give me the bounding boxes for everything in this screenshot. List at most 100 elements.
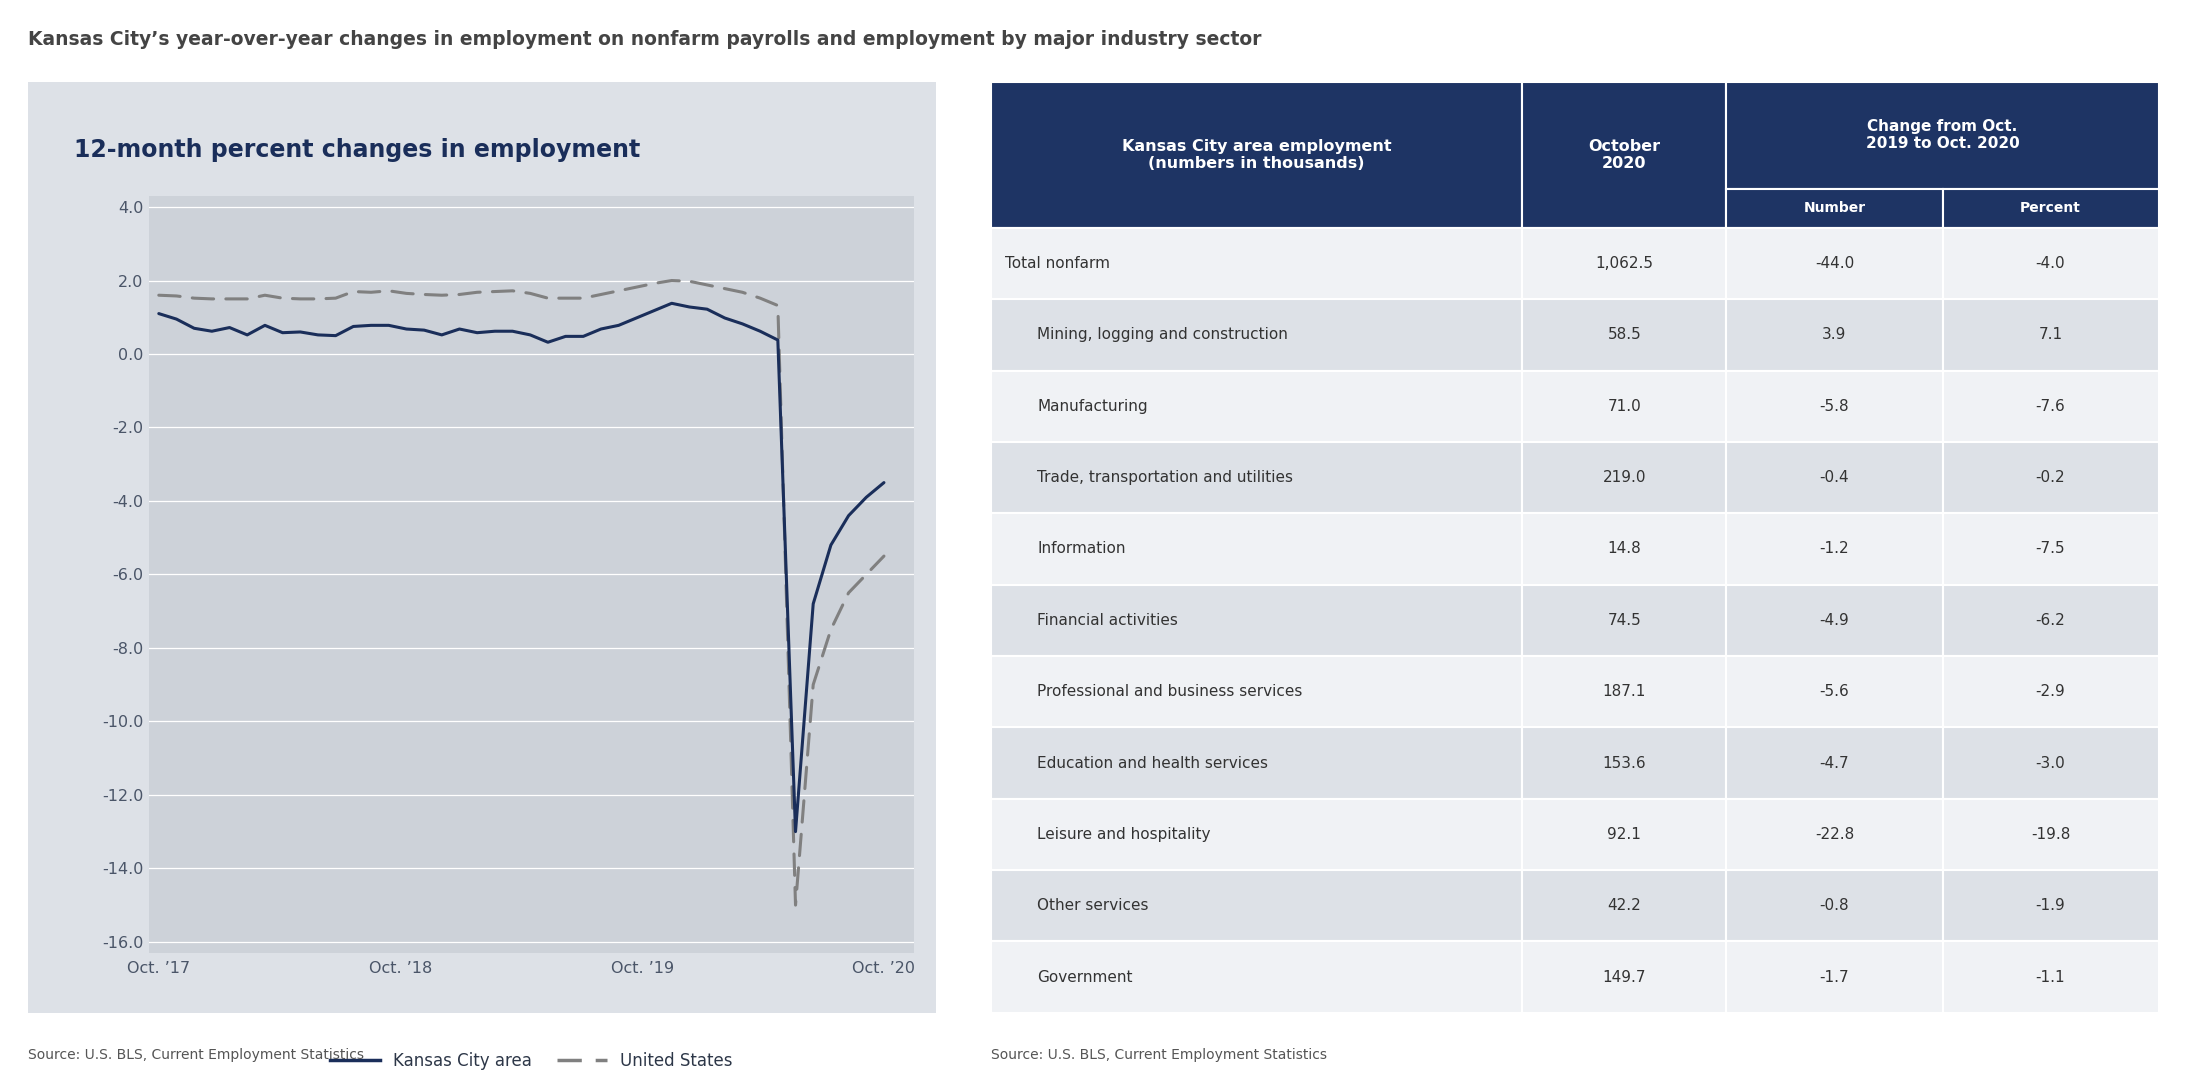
Bar	[1942, 941, 2159, 1013]
Text: -1.9: -1.9	[2036, 898, 2065, 914]
Text: 42.2: 42.2	[1607, 898, 1640, 914]
Bar	[1522, 941, 1726, 1013]
Bar	[1522, 370, 1726, 442]
Bar	[1726, 188, 1942, 228]
Bar	[1726, 585, 1942, 656]
Bar	[991, 656, 1522, 727]
Text: Government: Government	[1037, 969, 1133, 984]
Bar	[1726, 228, 1942, 299]
Bar	[1522, 299, 1726, 370]
Text: Source: U.S. BLS, Current Employment Statistics: Source: U.S. BLS, Current Employment Sta…	[991, 1048, 1328, 1062]
Text: Education and health services: Education and health services	[1037, 756, 1268, 771]
Text: 3.9: 3.9	[1822, 328, 1846, 342]
Text: Percent: Percent	[2021, 201, 2082, 216]
Text: -4.7: -4.7	[1820, 756, 1850, 771]
Bar	[1726, 727, 1942, 798]
Text: -3.0: -3.0	[2036, 756, 2065, 771]
Bar	[1522, 228, 1726, 299]
Text: 74.5: 74.5	[1607, 613, 1640, 628]
Bar	[1942, 870, 2159, 941]
Text: -4.9: -4.9	[1820, 613, 1850, 628]
Bar	[1726, 941, 1942, 1013]
Text: Kansas City area employment
(numbers in thousands): Kansas City area employment (numbers in …	[1122, 138, 1391, 171]
Bar	[1942, 513, 2159, 585]
Text: -2.9: -2.9	[2036, 684, 2065, 699]
Bar	[1942, 442, 2159, 513]
Bar	[1726, 870, 1942, 941]
Text: -7.6: -7.6	[2036, 399, 2065, 414]
Text: 153.6: 153.6	[1603, 756, 1647, 771]
Bar	[1942, 299, 2159, 370]
Bar	[1726, 299, 1942, 370]
Text: 92.1: 92.1	[1607, 827, 1640, 842]
Text: Mining, logging and construction: Mining, logging and construction	[1037, 328, 1288, 342]
Text: Number: Number	[1804, 201, 1866, 216]
Text: -6.2: -6.2	[2036, 613, 2065, 628]
Bar	[1942, 727, 2159, 798]
Bar	[1522, 870, 1726, 941]
Text: -1.1: -1.1	[2036, 969, 2065, 984]
Bar	[1522, 798, 1726, 870]
Bar	[1942, 370, 2159, 442]
Bar	[991, 228, 1522, 299]
Text: -5.6: -5.6	[1820, 684, 1850, 699]
Text: 12-month percent changes in employment: 12-month percent changes in employment	[74, 137, 641, 161]
Bar	[991, 941, 1522, 1013]
Bar	[991, 870, 1522, 941]
Text: -0.8: -0.8	[1820, 898, 1850, 914]
Text: Leisure and hospitality: Leisure and hospitality	[1037, 827, 1212, 842]
Bar	[991, 299, 1522, 370]
Text: 58.5: 58.5	[1607, 328, 1640, 342]
Legend: Kansas City area, United States: Kansas City area, United States	[324, 1045, 739, 1077]
Text: -7.5: -7.5	[2036, 541, 2065, 556]
Text: -0.4: -0.4	[1820, 470, 1850, 485]
Bar	[1522, 82, 1726, 228]
Text: Manufacturing: Manufacturing	[1037, 399, 1148, 414]
Bar	[1942, 188, 2159, 228]
Text: Financial activities: Financial activities	[1037, 613, 1179, 628]
Bar	[1522, 585, 1726, 656]
Bar	[1522, 727, 1726, 798]
Text: 187.1: 187.1	[1603, 684, 1647, 699]
Text: Professional and business services: Professional and business services	[1037, 684, 1303, 699]
Text: 149.7: 149.7	[1603, 969, 1647, 984]
Text: 7.1: 7.1	[2038, 328, 2062, 342]
Bar	[1726, 442, 1942, 513]
Bar	[1942, 656, 2159, 727]
Text: Source: U.S. BLS, Current Employment Statistics: Source: U.S. BLS, Current Employment Sta…	[28, 1048, 365, 1062]
Bar	[991, 727, 1522, 798]
Text: -44.0: -44.0	[1815, 256, 1855, 271]
Bar	[991, 82, 1522, 228]
Bar	[991, 585, 1522, 656]
Text: Trade, transportation and utilities: Trade, transportation and utilities	[1037, 470, 1293, 485]
Bar	[991, 798, 1522, 870]
Text: October
2020: October 2020	[1588, 138, 1660, 171]
Bar	[1726, 370, 1942, 442]
Bar	[991, 370, 1522, 442]
Bar	[1726, 656, 1942, 727]
Text: Total nonfarm: Total nonfarm	[1004, 256, 1109, 271]
Bar	[991, 513, 1522, 585]
Bar	[991, 442, 1522, 513]
Bar	[1522, 442, 1726, 513]
Text: Other services: Other services	[1037, 898, 1148, 914]
Bar	[1522, 513, 1726, 585]
Text: -5.8: -5.8	[1820, 399, 1850, 414]
Text: -1.2: -1.2	[1820, 541, 1850, 556]
Bar	[1942, 798, 2159, 870]
Bar	[1726, 513, 1942, 585]
Text: -19.8: -19.8	[2032, 827, 2071, 842]
Text: Kansas City’s year-over-year changes in employment on nonfarm payrolls and emplo: Kansas City’s year-over-year changes in …	[28, 30, 1262, 49]
Text: -4.0: -4.0	[2036, 256, 2065, 271]
Text: -22.8: -22.8	[1815, 827, 1855, 842]
Text: 14.8: 14.8	[1607, 541, 1640, 556]
Text: -0.2: -0.2	[2036, 470, 2065, 485]
Text: 71.0: 71.0	[1607, 399, 1640, 414]
Text: -1.7: -1.7	[1820, 969, 1850, 984]
Bar	[1942, 585, 2159, 656]
Bar	[1726, 798, 1942, 870]
Text: 219.0: 219.0	[1603, 470, 1647, 485]
Text: Change from Oct.
2019 to Oct. 2020: Change from Oct. 2019 to Oct. 2020	[1866, 119, 2019, 151]
Bar	[1726, 82, 2159, 188]
Text: 1,062.5: 1,062.5	[1594, 256, 1653, 271]
